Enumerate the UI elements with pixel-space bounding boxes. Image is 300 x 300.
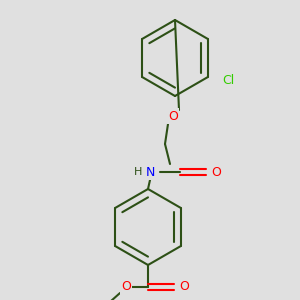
Text: O: O: [179, 280, 189, 293]
Text: N: N: [145, 166, 155, 178]
Text: O: O: [121, 280, 131, 293]
Text: O: O: [211, 166, 221, 178]
Text: Cl: Cl: [222, 74, 234, 88]
Text: O: O: [168, 110, 178, 122]
Text: H: H: [134, 167, 142, 177]
